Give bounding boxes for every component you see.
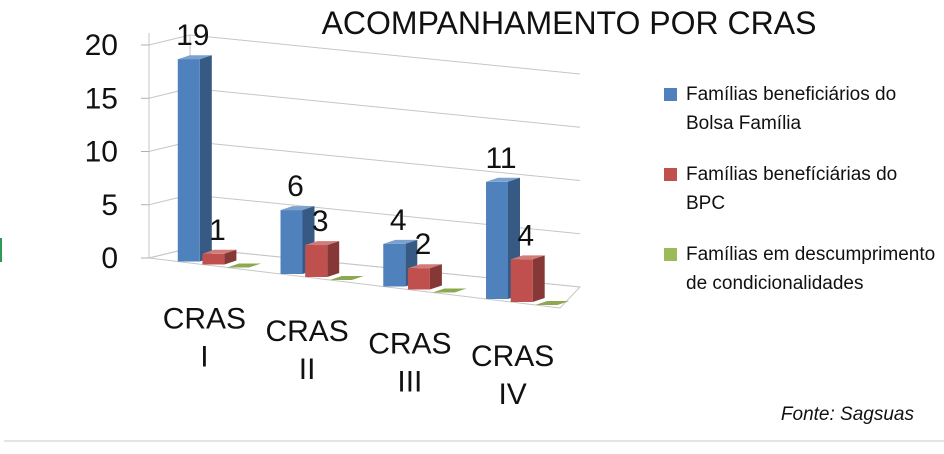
bar-2-2 bbox=[305, 241, 340, 277]
bar-3-2 bbox=[329, 276, 364, 280]
legend-label: Famílias benefíciárias do BPC bbox=[686, 164, 898, 214]
x-category-label: II bbox=[299, 353, 316, 386]
chart-legend: Famílias beneficiários do Bolsa Família … bbox=[664, 80, 939, 298]
y-tick-label: 0 bbox=[101, 242, 118, 275]
bar-flat bbox=[227, 263, 262, 268]
back-gridline bbox=[189, 87, 581, 128]
bar-front bbox=[383, 243, 406, 287]
y-axis-ticks: 0 5 10 15 20 bbox=[85, 29, 149, 275]
bar-front bbox=[510, 259, 533, 302]
x-category-label: CRAS bbox=[471, 340, 554, 373]
bar-top bbox=[305, 241, 340, 246]
bar-top bbox=[510, 255, 545, 260]
bar-1-1 bbox=[177, 55, 212, 262]
x-axis-categories: CRAS I CRAS II CRAS III CRAS IV bbox=[163, 302, 555, 411]
y-tick-label: 10 bbox=[85, 136, 118, 169]
x-category-label: CRAS bbox=[163, 302, 246, 335]
source-note: Fonte: Sagsuas bbox=[780, 404, 914, 425]
x-category-label: CRAS bbox=[265, 315, 348, 348]
y-tick-label: 15 bbox=[85, 82, 118, 115]
bar-flat bbox=[329, 276, 364, 280]
legend-item-bolsa-familia: Famílias beneficiários do Bolsa Família bbox=[664, 80, 939, 138]
y-tick-label: 20 bbox=[85, 29, 118, 62]
bar-side bbox=[327, 241, 340, 277]
x-category-label: I bbox=[200, 340, 208, 373]
legend-item-bpc: Famílias benefíciárias do BPC bbox=[664, 160, 939, 218]
bar-2-1 bbox=[202, 249, 237, 265]
data-label: 1 bbox=[209, 214, 226, 247]
legend-label: Famílias beneficiários do Bolsa Família bbox=[686, 84, 897, 134]
x-category-label: IV bbox=[498, 378, 526, 411]
y-tick-label: 5 bbox=[101, 189, 118, 222]
legend-item-descumprimento: Famílias em descumprimento de condiciona… bbox=[664, 240, 939, 298]
back-gridline bbox=[189, 34, 581, 75]
data-label: 19 bbox=[176, 19, 209, 52]
bar-side bbox=[532, 255, 545, 302]
bar-side bbox=[199, 55, 212, 262]
legend-swatch-blue bbox=[664, 88, 677, 101]
bar-front bbox=[177, 59, 200, 262]
chart-title: ACOMPANHAMENTO POR CRAS bbox=[322, 5, 817, 41]
bar-top bbox=[407, 264, 442, 269]
x-category-label: CRAS bbox=[368, 327, 451, 360]
legend-swatch-green bbox=[664, 248, 677, 261]
bar-2-3 bbox=[407, 264, 442, 290]
data-label: 2 bbox=[415, 228, 432, 261]
bar-front bbox=[305, 245, 328, 277]
bar-top bbox=[202, 249, 237, 254]
bar-front bbox=[280, 210, 303, 274]
bar-top bbox=[486, 177, 520, 182]
bar-flat bbox=[535, 301, 570, 305]
bar-series bbox=[177, 55, 570, 305]
bar-top bbox=[383, 239, 418, 244]
data-label: 6 bbox=[287, 170, 304, 203]
bar-top bbox=[177, 55, 212, 60]
bar-2-4 bbox=[510, 255, 545, 302]
data-label: 4 bbox=[390, 204, 407, 237]
legend-swatch-red bbox=[664, 168, 677, 181]
bar-side bbox=[224, 249, 237, 265]
data-label: 4 bbox=[517, 219, 534, 252]
data-label: 3 bbox=[312, 205, 329, 238]
data-label: 11 bbox=[485, 142, 516, 175]
legend-label: Famílias em descumprimento de condiciona… bbox=[686, 244, 936, 294]
side-gridline bbox=[148, 34, 191, 46]
back-gridline bbox=[189, 141, 581, 181]
side-marker bbox=[0, 238, 2, 262]
bar-top bbox=[280, 206, 315, 211]
bar-front bbox=[202, 253, 225, 265]
bar-3-1 bbox=[227, 263, 262, 268]
bar-front bbox=[407, 268, 430, 290]
bar-flat bbox=[432, 288, 467, 293]
bar-side bbox=[429, 264, 442, 290]
bar-3-4 bbox=[535, 301, 570, 305]
bar-front bbox=[486, 181, 509, 299]
x-category-label: III bbox=[397, 365, 422, 398]
bar-3-3 bbox=[432, 288, 467, 293]
